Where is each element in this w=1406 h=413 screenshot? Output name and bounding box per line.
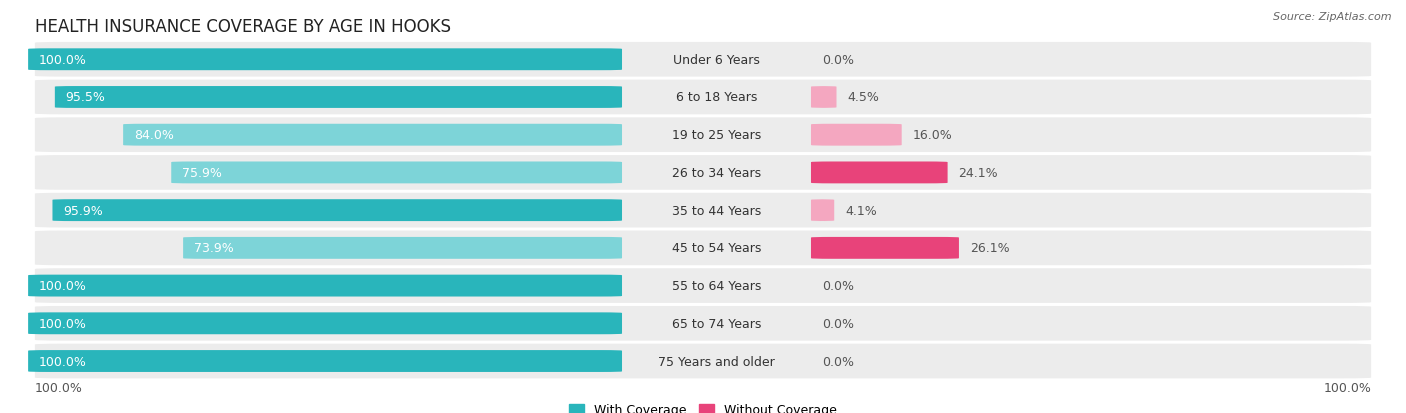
FancyBboxPatch shape: [183, 237, 621, 259]
Text: 95.9%: 95.9%: [63, 204, 103, 217]
FancyBboxPatch shape: [811, 87, 837, 109]
Text: 45 to 54 Years: 45 to 54 Years: [672, 242, 761, 255]
Text: 6 to 18 Years: 6 to 18 Years: [676, 91, 758, 104]
FancyBboxPatch shape: [28, 350, 621, 372]
Text: 100.0%: 100.0%: [39, 280, 87, 292]
FancyBboxPatch shape: [35, 268, 1371, 303]
Text: HEALTH INSURANCE COVERAGE BY AGE IN HOOKS: HEALTH INSURANCE COVERAGE BY AGE IN HOOK…: [35, 18, 451, 36]
FancyBboxPatch shape: [172, 162, 621, 184]
Text: 35 to 44 Years: 35 to 44 Years: [672, 204, 761, 217]
Text: Source: ZipAtlas.com: Source: ZipAtlas.com: [1274, 12, 1392, 22]
FancyBboxPatch shape: [811, 162, 948, 184]
Text: 24.1%: 24.1%: [959, 166, 998, 180]
Text: 100.0%: 100.0%: [35, 381, 83, 394]
FancyBboxPatch shape: [35, 81, 1371, 115]
Text: 4.5%: 4.5%: [848, 91, 879, 104]
FancyBboxPatch shape: [28, 275, 621, 297]
Text: 75.9%: 75.9%: [181, 166, 222, 180]
Text: 19 to 25 Years: 19 to 25 Years: [672, 129, 761, 142]
FancyBboxPatch shape: [28, 49, 621, 71]
FancyBboxPatch shape: [35, 193, 1371, 228]
Text: 26.1%: 26.1%: [970, 242, 1010, 255]
Text: 16.0%: 16.0%: [912, 129, 952, 142]
FancyBboxPatch shape: [28, 313, 621, 335]
FancyBboxPatch shape: [811, 237, 959, 259]
Text: 100.0%: 100.0%: [39, 54, 87, 66]
Text: 0.0%: 0.0%: [821, 54, 853, 66]
Text: 95.5%: 95.5%: [66, 91, 105, 104]
FancyBboxPatch shape: [35, 43, 1371, 77]
FancyBboxPatch shape: [55, 87, 621, 109]
FancyBboxPatch shape: [35, 156, 1371, 190]
Text: 100.0%: 100.0%: [1323, 381, 1371, 394]
FancyBboxPatch shape: [35, 344, 1371, 378]
Text: 55 to 64 Years: 55 to 64 Years: [672, 280, 761, 292]
Text: 65 to 74 Years: 65 to 74 Years: [672, 317, 761, 330]
Text: Under 6 Years: Under 6 Years: [673, 54, 759, 66]
FancyBboxPatch shape: [35, 118, 1371, 153]
Text: 73.9%: 73.9%: [194, 242, 233, 255]
FancyBboxPatch shape: [52, 200, 621, 221]
Text: 100.0%: 100.0%: [39, 317, 87, 330]
FancyBboxPatch shape: [35, 306, 1371, 341]
FancyBboxPatch shape: [811, 200, 834, 221]
Text: 75 Years and older: 75 Years and older: [658, 355, 775, 368]
Text: 26 to 34 Years: 26 to 34 Years: [672, 166, 761, 180]
FancyBboxPatch shape: [124, 124, 621, 146]
Text: 0.0%: 0.0%: [821, 317, 853, 330]
Text: 4.1%: 4.1%: [845, 204, 877, 217]
FancyBboxPatch shape: [35, 231, 1371, 266]
FancyBboxPatch shape: [811, 124, 901, 146]
Text: 84.0%: 84.0%: [134, 129, 174, 142]
Text: 100.0%: 100.0%: [39, 355, 87, 368]
Text: 0.0%: 0.0%: [821, 355, 853, 368]
Text: 0.0%: 0.0%: [821, 280, 853, 292]
Legend: With Coverage, Without Coverage: With Coverage, Without Coverage: [564, 398, 842, 413]
